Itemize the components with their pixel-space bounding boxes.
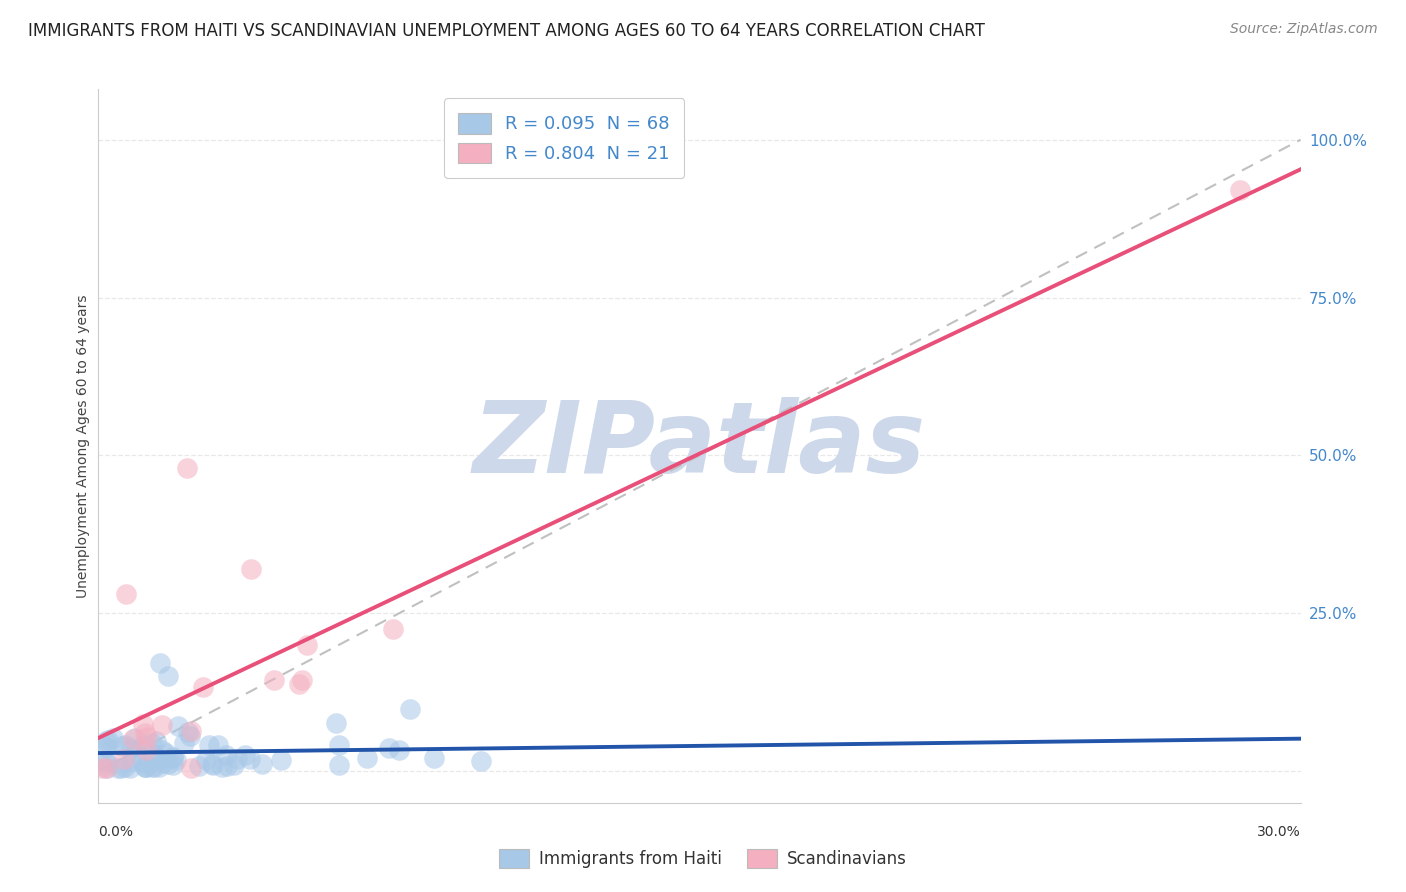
Point xyxy=(149,656,172,670)
Legend: Immigrants from Haiti, Scandinavians: Immigrants from Haiti, Scandinavians xyxy=(492,842,914,875)
Point xyxy=(288,677,311,691)
Point xyxy=(328,738,350,752)
Point xyxy=(202,757,225,772)
Point xyxy=(121,755,143,769)
Point xyxy=(114,739,136,753)
Y-axis label: Unemployment Among Ages 60 to 64 years: Unemployment Among Ages 60 to 64 years xyxy=(76,294,90,598)
Point xyxy=(124,731,146,745)
Point xyxy=(250,756,273,771)
Point xyxy=(215,747,238,762)
Point xyxy=(325,716,347,731)
Point xyxy=(141,760,163,774)
Point xyxy=(131,755,153,769)
Point xyxy=(239,562,262,576)
Point xyxy=(291,673,314,687)
Point xyxy=(162,758,184,772)
Point xyxy=(141,736,163,750)
Point xyxy=(134,760,156,774)
Point xyxy=(96,734,118,748)
Point xyxy=(143,760,166,774)
Point xyxy=(162,749,184,764)
Point xyxy=(114,760,136,774)
Text: 30.0%: 30.0% xyxy=(1257,825,1301,839)
Point xyxy=(142,747,165,761)
Point xyxy=(180,724,202,739)
Point xyxy=(91,761,114,775)
Point xyxy=(157,668,180,682)
Point xyxy=(110,761,132,775)
Point xyxy=(115,587,138,601)
Point xyxy=(96,761,118,775)
Point xyxy=(162,751,184,765)
Point xyxy=(134,726,156,740)
Point xyxy=(135,731,157,745)
Point xyxy=(134,760,156,774)
Point xyxy=(96,740,118,755)
Point xyxy=(96,761,118,775)
Point xyxy=(96,740,118,755)
Text: IMMIGRANTS FROM HAITI VS SCANDINAVIAN UNEMPLOYMENT AMONG AGES 60 TO 64 YEARS COR: IMMIGRANTS FROM HAITI VS SCANDINAVIAN UN… xyxy=(28,22,986,40)
Point xyxy=(470,754,492,768)
Point xyxy=(399,702,422,716)
Point xyxy=(191,680,214,694)
Text: 0.0%: 0.0% xyxy=(98,825,134,839)
Point xyxy=(148,752,170,766)
Point xyxy=(217,759,239,773)
Point xyxy=(135,743,157,757)
Point xyxy=(222,758,245,772)
Point xyxy=(145,734,167,748)
Point xyxy=(179,729,201,743)
Point xyxy=(356,751,378,765)
Point xyxy=(96,756,118,770)
Point xyxy=(156,756,179,771)
Point xyxy=(112,751,135,765)
Point xyxy=(239,752,262,766)
Point xyxy=(188,759,211,773)
Point xyxy=(378,740,401,755)
Point xyxy=(226,752,249,766)
Text: ZIPatlas: ZIPatlas xyxy=(472,398,927,494)
Point xyxy=(207,738,229,752)
Point xyxy=(101,731,124,745)
Point xyxy=(167,719,190,733)
Point xyxy=(263,673,285,688)
Point xyxy=(135,760,157,774)
Point xyxy=(120,741,142,756)
Point xyxy=(118,761,141,775)
Legend: R = 0.095  N = 68, R = 0.804  N = 21: R = 0.095 N = 68, R = 0.804 N = 21 xyxy=(444,98,685,178)
Text: Source: ZipAtlas.com: Source: ZipAtlas.com xyxy=(1230,22,1378,37)
Point xyxy=(107,761,129,775)
Point xyxy=(1229,183,1251,197)
Point xyxy=(388,742,411,756)
Point xyxy=(96,754,118,768)
Point xyxy=(233,747,256,762)
Point xyxy=(152,756,174,771)
Point xyxy=(150,743,173,757)
Point xyxy=(194,753,217,767)
Point xyxy=(97,733,120,747)
Point xyxy=(198,738,221,752)
Point xyxy=(125,743,148,757)
Point xyxy=(111,739,134,753)
Point xyxy=(122,731,145,746)
Point xyxy=(165,754,187,768)
Point xyxy=(132,717,155,731)
Point xyxy=(176,461,198,475)
Point xyxy=(295,638,318,652)
Point xyxy=(381,622,404,636)
Point xyxy=(150,718,173,732)
Point xyxy=(148,760,170,774)
Point xyxy=(177,725,200,739)
Point xyxy=(211,759,233,773)
Point xyxy=(180,761,202,775)
Point xyxy=(155,747,177,761)
Point xyxy=(423,751,446,765)
Point xyxy=(328,758,350,772)
Point xyxy=(132,737,155,751)
Point xyxy=(270,753,292,767)
Point xyxy=(173,736,195,750)
Point xyxy=(201,756,224,771)
